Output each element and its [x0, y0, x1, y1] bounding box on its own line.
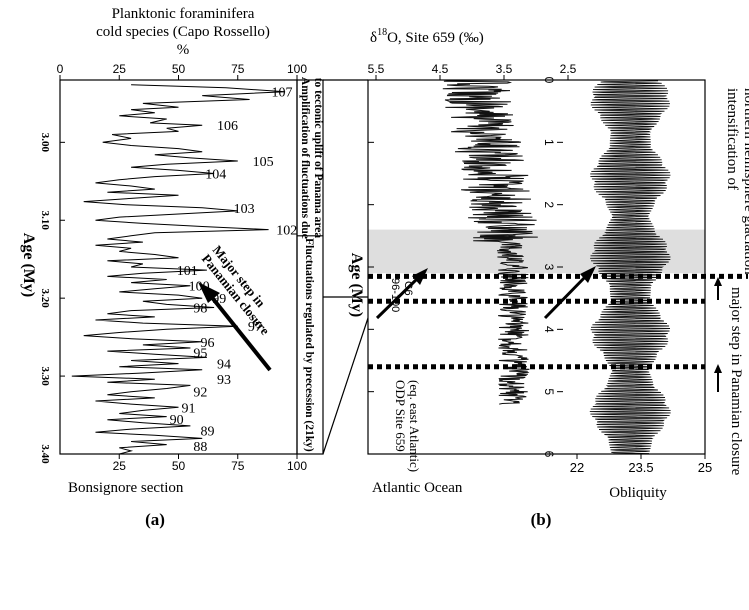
age-tick-label: 5 — [542, 388, 556, 395]
x-tick-label: 50 — [172, 62, 186, 76]
right-annotation-glaciation: intensification of northern hemisphere g… — [724, 88, 749, 275]
y-tick-label: 3.40 — [39, 444, 51, 464]
panel-b-bottom-left-label: Atlantic Ocean — [372, 480, 463, 496]
side-box-text: Fluctuations regulated by precession (21… — [303, 238, 315, 452]
peak-label: 90 — [170, 413, 184, 428]
d18o-axis-ticks: 5.5 4.5 3.5 2.5 — [368, 62, 577, 80]
panel-a-bottom-label: Bonsignore section — [68, 480, 184, 496]
peak-label: 92 — [193, 386, 207, 401]
peak-label: 94 — [217, 358, 231, 373]
obliquity-tick-label: 25 — [698, 460, 712, 475]
peak-label: 104 — [205, 168, 226, 183]
panel-a-title-line1: Planktonic foraminifera — [112, 6, 255, 22]
panel-a-x-ticks-bottom: 25 50 75 100 — [113, 454, 307, 473]
peak-label: 101 — [177, 264, 198, 279]
age-tick-label: 1 — [542, 139, 556, 146]
y-tick-label: 3.00 — [39, 133, 51, 153]
age-tick-label: 3 — [542, 264, 556, 271]
d18o-tick-label: 5.5 — [368, 62, 385, 76]
panel-b-ylabel: Age (My) — [348, 253, 365, 317]
band-label-range: 96-100 — [389, 278, 401, 312]
d18o-series — [442, 79, 538, 405]
panel-a-side-frame — [296, 79, 324, 455]
dotted-lines — [368, 273, 748, 370]
peak-label: 105 — [253, 155, 274, 170]
panel-a-x-ticks-top: 0 25 50 75 100 — [57, 62, 307, 80]
x-tick-label: 25 — [113, 62, 127, 76]
d18o-tick-label: 2.5 — [560, 62, 577, 76]
d18o-tick-label: 3.5 — [496, 62, 513, 76]
obliquity-arrow-head — [580, 266, 596, 283]
x-tick-label: 75 — [231, 62, 245, 76]
right-arrow-2-head — [714, 364, 722, 373]
arrow-shaft — [208, 293, 272, 372]
panel-b-label: (b) — [531, 510, 552, 529]
right-arrow-1-head — [714, 277, 722, 286]
x-tick-label: 75 — [231, 459, 245, 473]
peak-label: 98 — [193, 302, 207, 317]
peak-label: 102 — [276, 224, 297, 239]
obliquity-arrow-shaft — [543, 272, 590, 320]
obliquity-tick-label: 22 — [570, 460, 584, 475]
age-tick-label: 0 — [542, 77, 556, 84]
panel-b-bottom-right-label: Obliquity — [609, 485, 667, 501]
panel-a-peak-labels: 1071061051041031021011009998979695949392… — [170, 86, 298, 456]
side-box-text: Amplification of fluctuations dueto tect… — [299, 77, 324, 239]
connector-lower — [322, 317, 369, 455]
x-tick-label: 25 — [113, 459, 127, 473]
site-label: ODP Site 659 (eq. east Atlantic) — [393, 380, 422, 472]
age-tick-label: 4 — [542, 326, 556, 333]
panel-a: Planktonic foraminifera cold species (Ca… — [20, 6, 324, 529]
peak-label: 89 — [200, 425, 214, 440]
panel-b-title: δ18O, Site 659 (‰) — [370, 27, 484, 46]
peak-label: 95 — [193, 347, 207, 362]
x-tick-label: 100 — [287, 459, 307, 473]
panel-b-y-ticks: 0 1 2 3 4 5 6 — [368, 77, 563, 458]
band-arrow-head — [412, 268, 428, 285]
peak-label: 93 — [217, 373, 231, 388]
band-label-g6: G6 — [402, 281, 414, 296]
peak-label: 106 — [217, 119, 238, 134]
band-arrow-shaft — [375, 274, 422, 320]
panel-a-ylabel: Age (My) — [20, 233, 37, 297]
x-tick-label: 50 — [172, 459, 186, 473]
panel-a-y-ticks: 3.00 3.10 3.20 3.30 3.40 — [39, 133, 65, 464]
age-tick-label: 2 — [542, 201, 556, 208]
peak-label: 107 — [272, 86, 293, 101]
peak-label: 96 — [200, 336, 214, 351]
peak-label: 88 — [193, 440, 207, 455]
y-tick-label: 3.30 — [39, 366, 51, 386]
peak-label: 97 — [248, 320, 262, 335]
peak-label: 91 — [182, 401, 196, 416]
panel-a-foraminifera-series — [71, 84, 286, 455]
panel-a-title-line2: cold species (Capo Rossello) — [96, 24, 270, 40]
y-tick-label: 3.20 — [39, 289, 51, 309]
obliquity-axis-ticks: 22 23.5 25 — [570, 454, 712, 475]
panel-b: δ18O, Site 659 (‰) 5.5 4.5 3.5 2.5 22 23.5 25… — [348, 27, 749, 529]
panel-a-side-boxes: Amplification of fluctuations dueto tect… — [299, 77, 324, 452]
panel-a-top-unit: % — [177, 42, 190, 58]
d18o-tick-label: 4.5 — [432, 62, 449, 76]
peak-label: 103 — [234, 202, 255, 217]
obliquity-tick-label: 23.5 — [628, 460, 653, 475]
x-tick-label: 0 — [57, 62, 64, 76]
right-annotation-panama: major step in Panamian closure — [728, 287, 744, 476]
age-tick-label: 6 — [542, 451, 556, 458]
x-tick-label: 100 — [287, 62, 307, 76]
arrow-head — [198, 282, 220, 303]
obliquity-series — [589, 79, 671, 455]
panel-a-label: (a) — [145, 510, 165, 529]
y-tick-label: 3.10 — [39, 211, 51, 231]
